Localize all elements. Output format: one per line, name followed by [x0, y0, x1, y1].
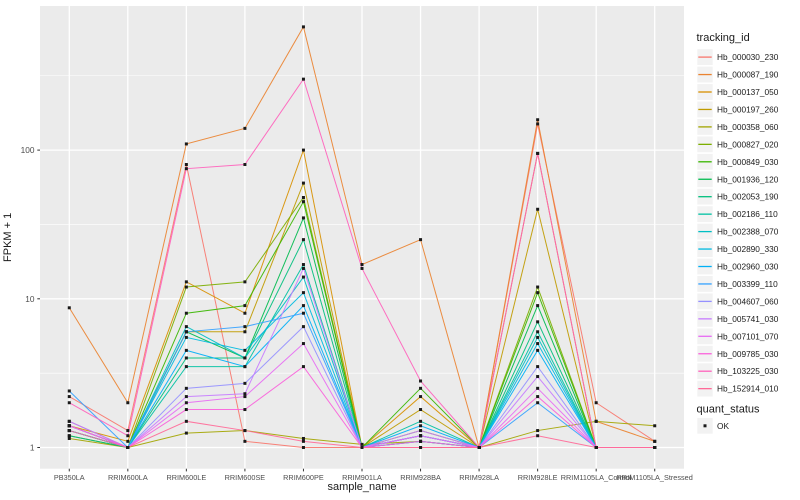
svg-text:Hb_002186_110: Hb_002186_110: [717, 209, 778, 219]
svg-text:RRIM600SE: RRIM600SE: [225, 473, 266, 482]
svg-text:Hb_103225_030: Hb_103225_030: [717, 366, 779, 376]
svg-text:sample_name: sample_name: [327, 481, 396, 493]
svg-text:Hb_005741_030: Hb_005741_030: [717, 314, 779, 324]
svg-text:10: 10: [25, 294, 35, 304]
svg-text:RRIM928LA: RRIM928LA: [459, 473, 499, 482]
svg-text:Hb_002960_030: Hb_002960_030: [717, 262, 779, 272]
svg-text:Hb_002890_330: Hb_002890_330: [717, 244, 779, 254]
svg-text:Hb_007101_070: Hb_007101_070: [717, 331, 779, 341]
svg-text:Hb_000087_190: Hb_000087_190: [717, 70, 779, 80]
svg-text:Hb_002053_190: Hb_002053_190: [717, 192, 779, 202]
svg-text:RRIM928BA: RRIM928BA: [400, 473, 441, 482]
svg-text:Hb_000827_020: Hb_000827_020: [717, 139, 779, 149]
svg-text:Hb_001936_120: Hb_001936_120: [717, 174, 779, 184]
svg-text:Hb_000358_060: Hb_000358_060: [717, 122, 779, 132]
svg-text:100: 100: [21, 145, 35, 155]
svg-text:RRIM600PE: RRIM600PE: [283, 473, 324, 482]
svg-text:Hb_000137_050: Hb_000137_050: [717, 87, 779, 97]
svg-text:OK: OK: [717, 421, 729, 431]
svg-text:1: 1: [30, 443, 35, 453]
svg-text:FPKM + 1: FPKM + 1: [2, 213, 14, 262]
svg-text:Hb_152914_010: Hb_152914_010: [717, 384, 779, 394]
svg-text:RRIM1105LA_Stressed: RRIM1105LA_Stressed: [617, 473, 693, 482]
svg-text:Hb_004607_060: Hb_004607_060: [717, 296, 779, 306]
svg-text:tracking_id: tracking_id: [697, 32, 750, 44]
svg-text:RRIM600LE: RRIM600LE: [166, 473, 206, 482]
svg-text:Hb_000197_260: Hb_000197_260: [717, 104, 779, 114]
svg-text:Hb_002388_070: Hb_002388_070: [717, 227, 779, 237]
svg-text:Hb_003399_110: Hb_003399_110: [717, 279, 778, 289]
svg-text:Hb_000849_030: Hb_000849_030: [717, 157, 779, 167]
svg-text:Hb_009785_030: Hb_009785_030: [717, 349, 779, 359]
svg-text:Hb_000030_230: Hb_000030_230: [717, 52, 779, 62]
svg-text:PB350LA: PB350LA: [54, 473, 85, 482]
svg-text:RRIM928LE: RRIM928LE: [518, 473, 558, 482]
svg-text:quant_status: quant_status: [697, 404, 760, 416]
svg-text:RRIM600LA: RRIM600LA: [108, 473, 148, 482]
